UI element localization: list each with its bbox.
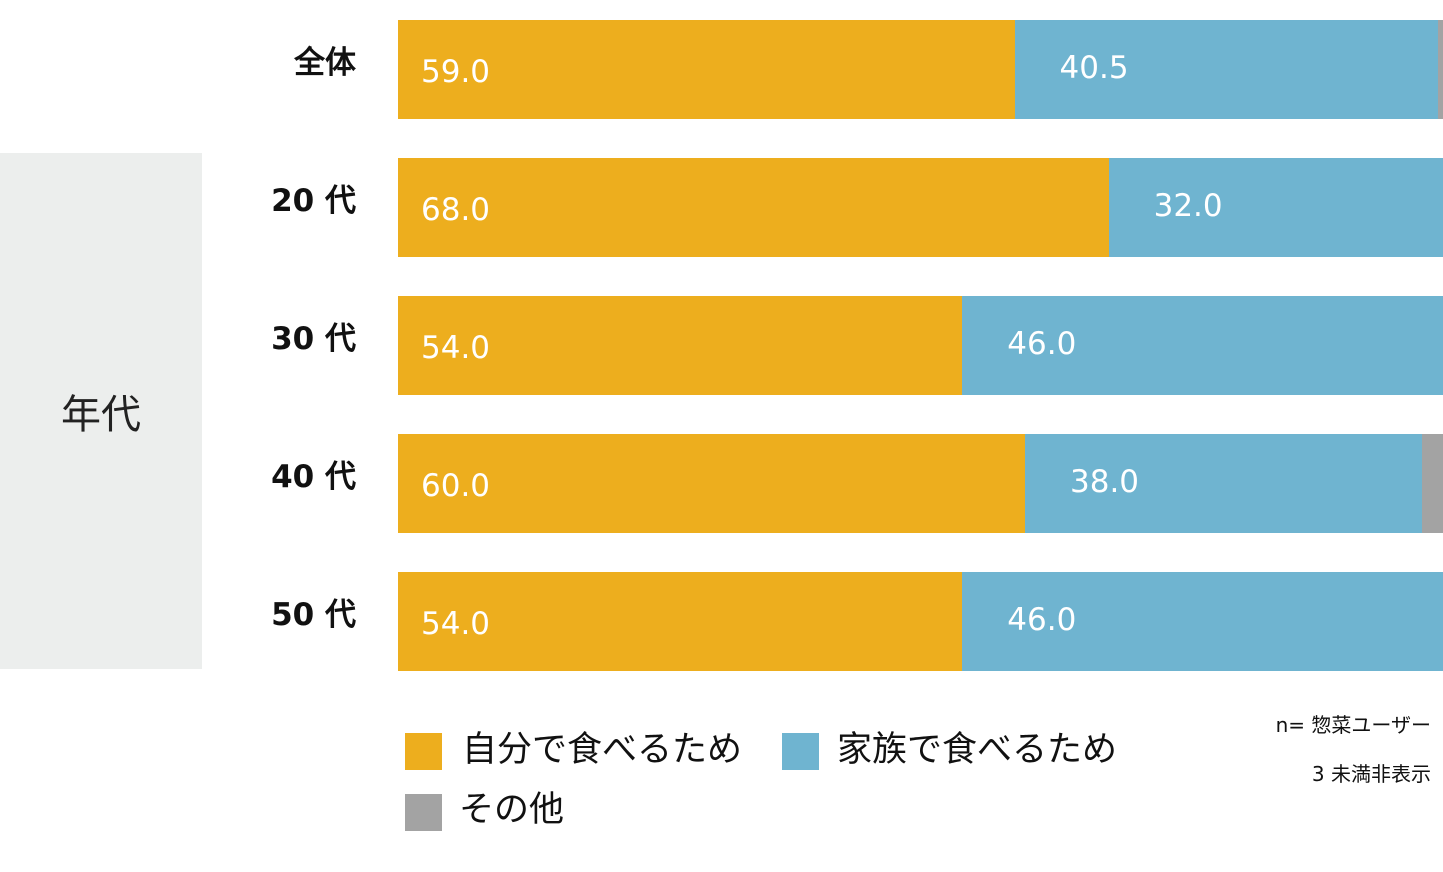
legend-swatch: [405, 733, 442, 770]
legend-label: 家族で食べるため: [837, 730, 1118, 770]
data-label: 54.0: [421, 330, 491, 366]
bar-segment: 38.0: [1025, 434, 1423, 533]
bar-segment: 60.0: [398, 434, 1025, 533]
data-label: 46.0: [1007, 326, 1077, 362]
category-label: 40 代: [271, 459, 356, 495]
age-group-label: 年代: [61, 392, 141, 438]
legend-swatch: [782, 733, 819, 770]
legend-label: 自分で食べるため: [462, 730, 743, 770]
data-label: 60.0: [421, 468, 491, 504]
bar-segment: 32.0: [1108, 158, 1443, 257]
bar-row: 54.0 46.0: [398, 296, 1443, 395]
category-label: 50 代: [271, 597, 356, 633]
legend-label: その他: [459, 790, 565, 830]
bar-segment: 59.0: [398, 20, 1015, 119]
bar-row: 68.0 32.0: [398, 158, 1443, 257]
bar-row: 60.0 38.0: [398, 434, 1443, 533]
bar-segment: 46.0: [962, 296, 1443, 395]
data-label: 59.0: [421, 54, 491, 90]
age-group-box: 年代: [0, 153, 202, 669]
category-label: 20 代: [271, 183, 356, 219]
bar-segment: 54.0: [398, 296, 963, 395]
bar-segment: 54.0: [398, 572, 963, 671]
category-label: 30 代: [271, 321, 356, 357]
bar-segment: [1437, 20, 1443, 119]
bar-segment: [1422, 434, 1443, 533]
data-label: 40.5: [1059, 50, 1129, 86]
bar-row: 59.0 40.5: [398, 20, 1443, 119]
data-label: 32.0: [1153, 188, 1223, 224]
legend-swatch: [405, 794, 442, 831]
data-label: 54.0: [421, 606, 491, 642]
bar-row: 54.0 46.0: [398, 572, 1443, 671]
data-label: 38.0: [1070, 464, 1140, 500]
data-label: 46.0: [1007, 602, 1077, 638]
bar-segment: 68.0: [398, 158, 1109, 257]
threshold-note: 3 未満非表示: [1311, 762, 1431, 786]
sample-note: n= 惣菜ユーザー: [1275, 713, 1431, 737]
bar-segment: 46.0: [962, 572, 1443, 671]
data-label: 68.0: [421, 192, 491, 228]
bar-segment: 40.5: [1014, 20, 1438, 119]
category-label: 全体: [294, 45, 356, 81]
